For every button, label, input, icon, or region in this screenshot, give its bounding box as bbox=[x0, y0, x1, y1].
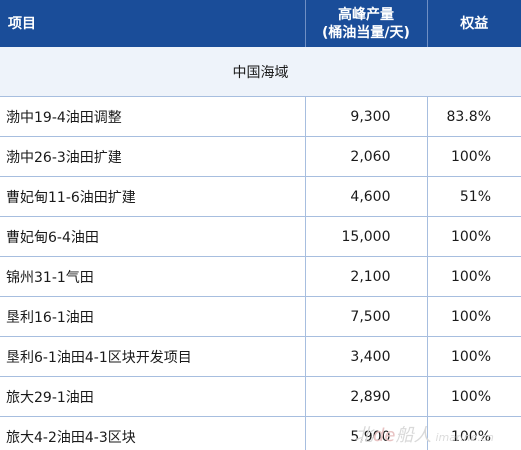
peak-output-value: 4,600 bbox=[305, 176, 428, 217]
peak-output-value: 7,500 bbox=[305, 296, 428, 337]
table-header: 项目 高峰产量 (桶油当量/天) 权益 bbox=[0, 0, 521, 47]
project-name: 旅大29-1油田 bbox=[0, 376, 306, 417]
peak-output-value: 3,400 bbox=[305, 336, 428, 377]
project-name: 曹妃甸6-4油田 bbox=[0, 216, 306, 257]
equity-value: 83.8% bbox=[427, 96, 521, 137]
peak-output-value: 2,100 bbox=[305, 256, 428, 297]
equity-value: 100% bbox=[427, 376, 521, 417]
table-row: 旅大29-1油田 2,890 100% bbox=[0, 376, 521, 417]
project-name: 锦州31-1气田 bbox=[0, 256, 306, 297]
peak-output-title: 高峰产量 bbox=[338, 6, 394, 23]
table-body: 中国海域 渤中19-4油田调整 9,300 83.8% 渤中26-3油田扩建 2… bbox=[0, 47, 521, 450]
column-header-item: 项目 bbox=[0, 0, 306, 47]
equity-value: 100% bbox=[427, 336, 521, 377]
equity-value: 100% bbox=[427, 296, 521, 337]
table-row: 曹妃甸6-4油田 15,000 100% bbox=[0, 216, 521, 257]
peak-output-value: 5,900 bbox=[305, 416, 428, 450]
section-label: 中国海域 bbox=[0, 47, 521, 97]
project-name: 旅大4-2油田4-3区块 bbox=[0, 416, 306, 450]
project-name: 曹妃甸11-6油田扩建 bbox=[0, 176, 306, 217]
peak-output-value: 9,300 bbox=[305, 96, 428, 137]
equity-value: 100% bbox=[427, 216, 521, 257]
table-row: 垦利16-1油田 7,500 100% bbox=[0, 296, 521, 337]
table-row: 垦利6-1油田4-1区块开发项目 3,400 100% bbox=[0, 336, 521, 377]
equity-value: 100% bbox=[427, 416, 521, 450]
section-row: 中国海域 bbox=[0, 47, 521, 97]
project-name: 垦利6-1油田4-1区块开发项目 bbox=[0, 336, 306, 377]
column-header-equity: 权益 bbox=[427, 0, 521, 47]
peak-output-value: 2,060 bbox=[305, 136, 428, 177]
header-row: 项目 高峰产量 (桶油当量/天) 权益 bbox=[0, 0, 521, 47]
peak-output-value: 15,000 bbox=[305, 216, 428, 257]
project-name: 垦利16-1油田 bbox=[0, 296, 306, 337]
project-name: 渤中19-4油田调整 bbox=[0, 96, 306, 137]
peak-output-value: 2,890 bbox=[305, 376, 428, 417]
project-name: 渤中26-3油田扩建 bbox=[0, 136, 306, 177]
table-row: 渤中26-3油田扩建 2,060 100% bbox=[0, 136, 521, 177]
equity-value: 100% bbox=[427, 136, 521, 177]
table-row: 曹妃甸11-6油田扩建 4,600 51% bbox=[0, 176, 521, 217]
table-row: 锦州31-1气田 2,100 100% bbox=[0, 256, 521, 297]
column-header-peak-output: 高峰产量 (桶油当量/天) bbox=[305, 0, 428, 47]
equity-value: 100% bbox=[427, 256, 521, 297]
equity-value: 51% bbox=[427, 176, 521, 217]
peak-output-unit: (桶油当量/天) bbox=[322, 24, 410, 41]
table-row: 渤中19-4油田调整 9,300 83.8% bbox=[0, 96, 521, 137]
table-row: 旅大4-2油田4-3区块 5,900 100% bbox=[0, 416, 521, 450]
